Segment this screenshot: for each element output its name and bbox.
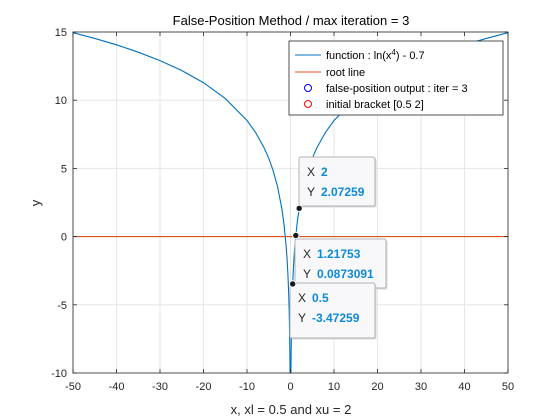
y-tick-label: 10 <box>55 95 67 107</box>
datatip-x-value: 1.21753 <box>317 247 361 261</box>
y-tick-label: 15 <box>55 27 67 39</box>
datatip-x-value: 0.5 <box>312 291 329 305</box>
datatip-box[interactable] <box>298 156 376 207</box>
datatip-y-value: 2.07259 <box>321 185 365 199</box>
legend-bracket-swatch <box>304 100 312 108</box>
datatip-y-label: Y <box>298 311 306 325</box>
datatip-x-label: X <box>307 165 315 179</box>
x-tick-label: 30 <box>415 381 427 393</box>
x-tick-label: -10 <box>239 381 255 393</box>
datatip-box[interactable] <box>289 282 376 339</box>
x-tick-label: -50 <box>65 381 81 393</box>
x-tick-label: 10 <box>328 381 340 393</box>
x-tick-label: 50 <box>502 381 514 393</box>
y-tick-label: 0 <box>61 232 67 244</box>
datatip-y-value: 0.0873091 <box>317 267 374 281</box>
legend-bracket-label: initial bracket [0.5 2] <box>326 99 424 111</box>
y-tick-label: -5 <box>57 300 67 312</box>
legend-box <box>288 40 504 116</box>
datatip-anchor-dot <box>292 231 300 240</box>
datatip-x-label: X <box>303 247 311 261</box>
legend-root-line-label: root line <box>326 67 365 79</box>
y-tick-label: -10 <box>51 368 67 380</box>
x-tick-label: 20 <box>371 381 383 393</box>
legend-output-swatch <box>304 84 312 92</box>
datatip-y-value: -3.47259 <box>312 311 360 325</box>
datatip-x-label: X <box>298 291 306 305</box>
datatip-y-label: Y <box>303 267 311 281</box>
x-axis-label: x, xl = 0.5 and xu = 2 <box>231 402 352 417</box>
legend: function : ln(x4) - 0.7 root line false-po… <box>288 40 504 116</box>
x-tick-label: -20 <box>196 381 212 393</box>
datatip-y-label: Y <box>307 185 315 199</box>
y-tick-label: 5 <box>61 163 67 175</box>
chart-title: False-Position Method / max iteration = … <box>173 13 410 28</box>
function-curve-left <box>73 32 291 373</box>
x-tick-label: 0 <box>287 381 293 393</box>
x-tick-label: -40 <box>109 381 125 393</box>
legend-output-label: false-position output : iter = 3 <box>326 83 468 95</box>
datatip-anchor-dot <box>295 204 303 213</box>
x-tick-label: 40 <box>458 381 470 393</box>
datatip-x-value: 2 <box>321 165 328 179</box>
y-axis-label: y <box>28 199 43 206</box>
legend-function-label: function : ln(x4) - 0.7 <box>326 48 425 62</box>
datatip-anchor-dot <box>288 280 297 288</box>
x-tick-label: -30 <box>152 381 168 393</box>
